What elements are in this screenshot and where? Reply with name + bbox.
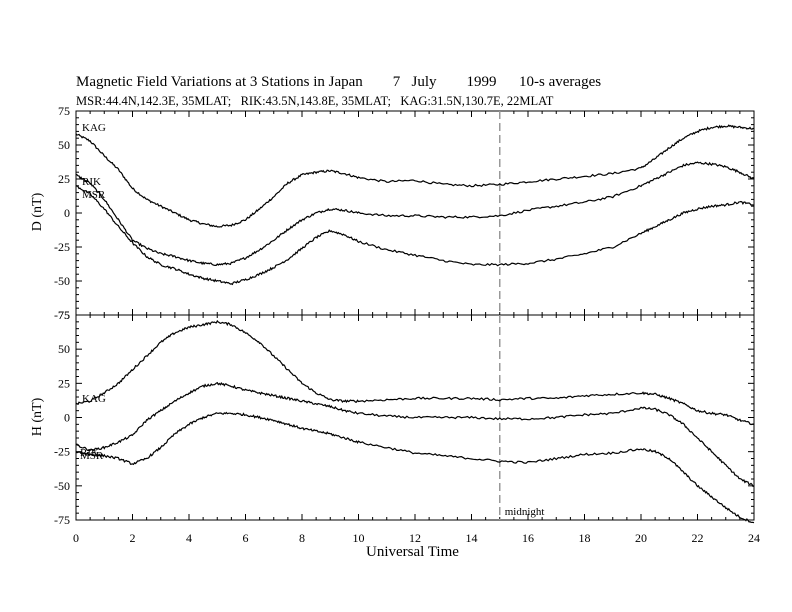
y-tick-label: -25: [54, 240, 70, 254]
series-label-kag: KAG: [82, 122, 106, 134]
x-axis-label: Universal Time: [366, 544, 459, 560]
y-tick-label: -50: [54, 479, 70, 493]
x-tick-label: 6: [243, 531, 249, 545]
x-tick-label: 8: [299, 531, 305, 545]
series-line-rik: [75, 161, 755, 266]
x-tick-label: 24: [748, 531, 760, 545]
x-tick-label: 16: [522, 531, 534, 545]
x-tick-label: 14: [466, 531, 478, 545]
y-axis-label: H (nT): [30, 397, 45, 436]
y-tick-label: 75: [58, 104, 70, 118]
y-axis-label: D (nT): [30, 192, 45, 231]
series-label-msr: MSR: [80, 450, 104, 462]
series-label-rik: RIK: [82, 176, 101, 188]
x-tick-label: 20: [635, 531, 647, 545]
series-label-msr: MSR: [82, 189, 106, 201]
y-tick-label: 50: [58, 138, 70, 152]
y-tick-label: 75: [58, 308, 70, 322]
series-line-kag: [75, 319, 755, 426]
y-tick-label: -75: [54, 513, 70, 527]
series-line-msr: [75, 411, 755, 524]
panel-frame: [75, 110, 755, 316]
y-tick-label: 50: [58, 342, 70, 356]
x-tick-label: 22: [692, 531, 704, 545]
midnight-label: midnight: [505, 506, 545, 518]
y-tick-label: -50: [54, 274, 70, 288]
x-tick-label: 0: [73, 531, 79, 545]
x-tick-label: 4: [186, 531, 192, 545]
series-line-kag: [75, 124, 755, 228]
series-line-msr: [75, 185, 755, 286]
y-tick-label: 0: [64, 411, 70, 425]
y-tick-label: -25: [54, 445, 70, 459]
y-tick-label: 25: [58, 172, 70, 186]
series-label-kag: KAG: [82, 393, 106, 405]
x-tick-label: 18: [579, 531, 591, 545]
y-tick-label: 25: [58, 376, 70, 390]
y-tick-label: 0: [64, 206, 70, 220]
x-tick-label: 10: [353, 531, 365, 545]
chart-title: Magnetic Field Variations at 3 Stations …: [76, 74, 602, 90]
x-tick-label: 2: [130, 531, 136, 545]
x-tick-label: 12: [409, 531, 421, 545]
chart-subtitle: MSR:44.4N,142.3E, 35MLAT; RIK:43.5N,143.…: [76, 94, 554, 108]
y-tick-label: -75: [54, 308, 70, 322]
series-line-rik: [75, 381, 755, 488]
